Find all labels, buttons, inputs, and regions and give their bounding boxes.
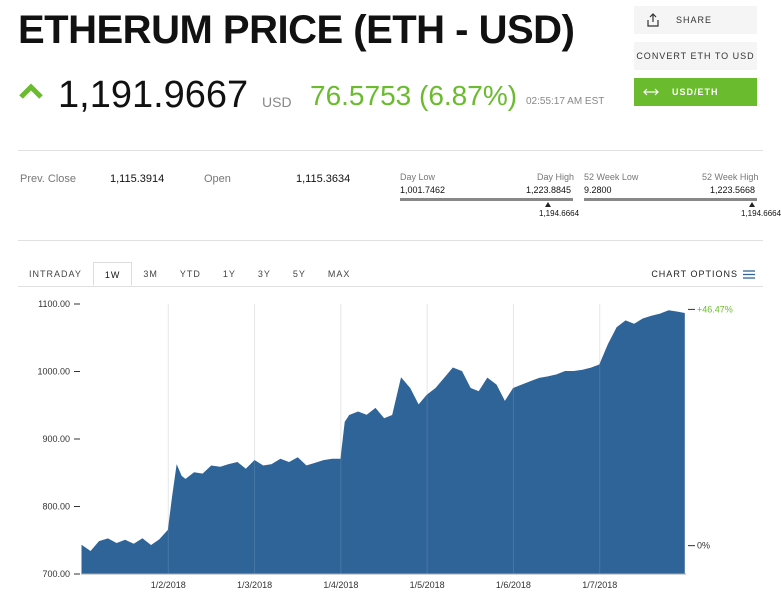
page-title: ETHERUM PRICE (ETH - USD) xyxy=(18,8,575,52)
tab-1y[interactable]: 1Y xyxy=(222,269,236,279)
annotation-label: +46.47% xyxy=(697,304,733,314)
x-tick-label: 1/7/2018 xyxy=(582,580,617,590)
prev-close-value: 1,115.3914 xyxy=(110,173,165,185)
x-tick-label: 1/4/2018 xyxy=(323,580,358,590)
tab-1w[interactable]: 1W xyxy=(92,262,133,286)
share-button[interactable]: SHARE xyxy=(634,6,757,34)
open-label: Open xyxy=(204,173,231,185)
day-low-label: Day Low xyxy=(400,172,436,182)
y-tick-label: 800.00 xyxy=(42,502,70,512)
usd-eth-toggle-button[interactable]: USD/ETH xyxy=(634,78,757,106)
week52-range-current: 1,194.6664 xyxy=(741,209,781,218)
price-area-series xyxy=(81,310,685,575)
currency-label: USD xyxy=(262,94,292,110)
day-range-marker xyxy=(545,202,551,207)
current-price: 1,191.9667 xyxy=(58,74,249,116)
tab-max[interactable]: MAX xyxy=(327,269,351,279)
week52-high-value: 1,223.5668 xyxy=(710,185,756,195)
tab-ytd[interactable]: YTD xyxy=(179,269,201,279)
tab-intraday[interactable]: INTRADAY xyxy=(29,269,82,279)
convert-eth-to-usd-button[interactable]: CONVERT ETH TO USD xyxy=(634,42,757,70)
tab-5y[interactable]: 5Y xyxy=(292,269,306,279)
x-tick-label: 1/6/2018 xyxy=(496,580,531,590)
week52-low-value: 9.2800 xyxy=(584,185,612,195)
annotation-label: 0% xyxy=(697,541,710,551)
y-tick-label: 900.00 xyxy=(42,434,70,444)
price-row: 1,191.9667 USD 76.5753 (6.87%) 02:55:17 … xyxy=(18,74,628,118)
share-label: SHARE xyxy=(676,15,713,25)
price-chart[interactable]: 700.00 800.00 900.00 1000.00 1100.00 1/2/2018… xyxy=(0,290,781,596)
share-icon xyxy=(634,13,672,27)
day-low-value: 1,001.7462 xyxy=(400,185,446,195)
chart-options-button[interactable]: CHART OPTIONS xyxy=(651,262,755,286)
divider xyxy=(18,240,763,241)
day-high-label: Day High xyxy=(537,172,575,182)
chart-options-label: CHART OPTIONS xyxy=(651,269,738,279)
week52-range-bar xyxy=(584,198,757,201)
menu-icon xyxy=(743,269,755,279)
week52-range-marker xyxy=(749,202,755,207)
y-tick-label: 1100.00 xyxy=(38,299,70,309)
divider xyxy=(18,150,763,151)
x-tick-label: 1/2/2018 xyxy=(151,580,186,590)
tab-3y[interactable]: 3Y xyxy=(257,269,271,279)
usd-eth-label: USD/ETH xyxy=(672,87,719,97)
x-tick-label: 1/3/2018 xyxy=(237,580,272,590)
week52-high-label: 52 Week High xyxy=(702,172,759,182)
y-tick-label: 1000.00 xyxy=(37,367,70,377)
timestamp: 02:55:17 AM EST xyxy=(526,96,605,107)
tabs-divider xyxy=(18,286,763,287)
day-range-bar xyxy=(400,198,573,201)
prev-close-label: Prev. Close xyxy=(20,173,77,185)
timeframe-tabs: INTRADAY 1W 3M YTD 1Y 3Y 5Y MAX xyxy=(18,262,361,286)
day-range-current: 1,194.6664 xyxy=(539,209,580,218)
up-arrow-icon xyxy=(19,83,43,99)
tab-3m[interactable]: 3M xyxy=(143,269,158,279)
x-tick-label: 1/5/2018 xyxy=(410,580,445,590)
y-tick-label: 700.00 xyxy=(42,569,70,579)
open-value: 1,115.3634 xyxy=(296,173,351,185)
week52-low-label: 52 Week Low xyxy=(584,172,639,182)
day-high-value: 1,223.8845 xyxy=(526,185,572,195)
price-change: 76.5753 (6.87%) xyxy=(310,80,518,111)
swap-arrows-icon xyxy=(634,87,668,97)
